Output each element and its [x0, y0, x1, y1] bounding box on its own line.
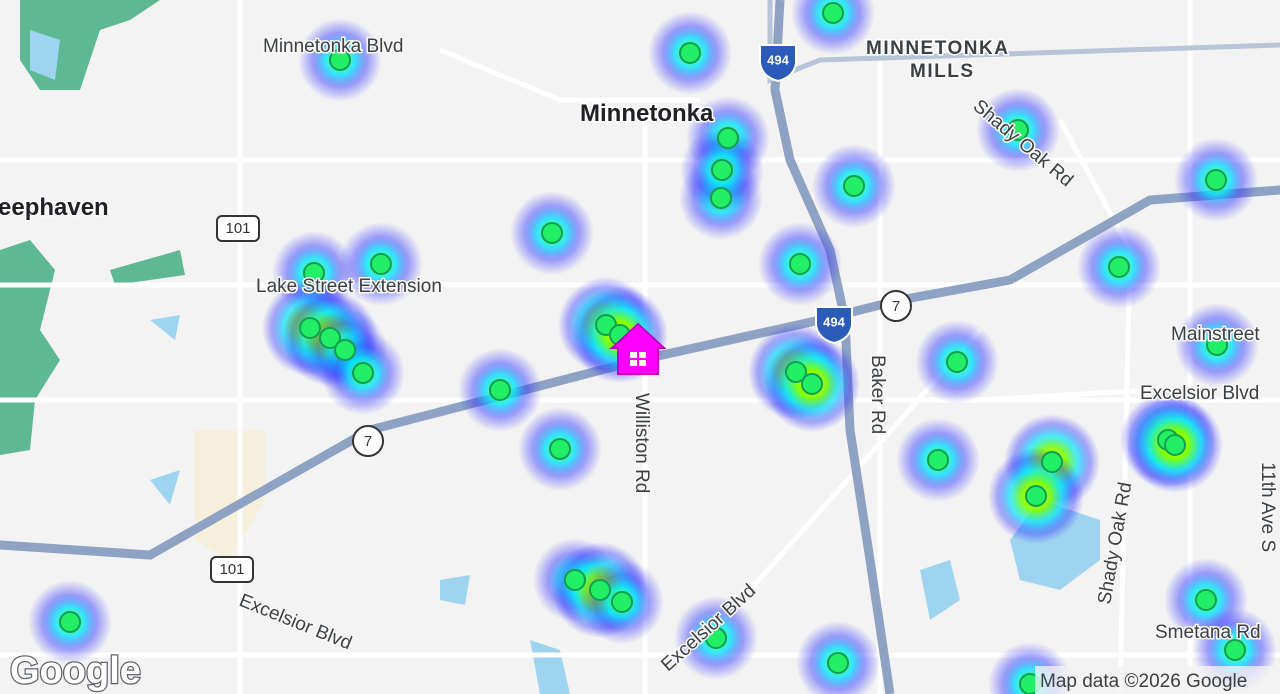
point-marker	[927, 449, 949, 471]
point-marker	[789, 253, 811, 275]
point-marker	[679, 42, 701, 64]
attribution[interactable]: Map data ©2026 Google	[1040, 671, 1247, 692]
point-marker	[589, 579, 611, 601]
road-label: Excelsior Blvd	[1140, 383, 1259, 404]
point-marker	[711, 159, 733, 181]
point-marker	[303, 262, 325, 284]
point-marker	[611, 591, 633, 613]
city-label: Minnetonka	[580, 100, 714, 127]
road-label: Shady Oak Rd	[1094, 481, 1136, 606]
point-marker	[717, 127, 739, 149]
shield-label: 101	[225, 220, 250, 237]
point-marker	[1224, 639, 1246, 661]
point-marker	[1164, 434, 1186, 456]
point-marker	[370, 253, 392, 275]
point-marker	[705, 627, 727, 649]
shields: 494 494 7 7 101 101	[210, 44, 912, 583]
point-marker	[710, 187, 732, 209]
place-label: MINNETONKA	[866, 38, 1009, 59]
point-marker	[946, 351, 968, 373]
point-marker	[489, 379, 511, 401]
road-label: Lake Street Extension	[256, 276, 442, 297]
road-label: Baker Rd	[867, 355, 888, 434]
point-marker	[1206, 334, 1228, 356]
road-label: Minnetonka Blvd	[263, 36, 403, 57]
shield-label: 7	[892, 298, 900, 315]
attribution-bg	[1035, 666, 1280, 694]
point-marker	[1041, 451, 1063, 473]
point-marker	[1025, 485, 1047, 507]
road-label: 11th Ave S	[1257, 462, 1278, 552]
point-marker	[785, 361, 807, 383]
heat-blob	[791, 0, 875, 55]
google-logo: Google	[10, 650, 141, 692]
point-marker	[1108, 256, 1130, 278]
shield-label: 7	[364, 433, 372, 450]
point-marker	[843, 175, 865, 197]
point-marker	[827, 652, 849, 674]
point-marker	[549, 438, 571, 460]
point-marker	[822, 2, 844, 24]
shield-label: 101	[219, 561, 244, 578]
home-marker[interactable]	[609, 322, 667, 375]
point-marker	[59, 611, 81, 633]
point-marker	[564, 569, 586, 591]
point-marker	[329, 49, 351, 71]
road-label: Smetana Rd	[1155, 622, 1261, 643]
shield-label: 494	[767, 52, 789, 67]
point-marker	[352, 362, 374, 384]
point-marker	[801, 373, 823, 395]
road-label: Excelsior Blvd	[236, 590, 355, 654]
point-marker	[319, 327, 341, 349]
point-marker	[1195, 589, 1217, 611]
shield-label: 494	[823, 314, 845, 329]
place-label: MILLS	[910, 61, 975, 82]
point-marker	[1205, 169, 1227, 191]
road-label: Mainstreet	[1171, 324, 1260, 345]
road-label: Williston Rd	[631, 393, 652, 493]
point-marker	[1007, 119, 1029, 141]
city-label: eephaven	[0, 194, 109, 221]
point-marker	[299, 317, 321, 339]
point-marker	[334, 339, 356, 361]
heatmap	[28, 0, 1277, 694]
point-marker	[541, 222, 563, 244]
